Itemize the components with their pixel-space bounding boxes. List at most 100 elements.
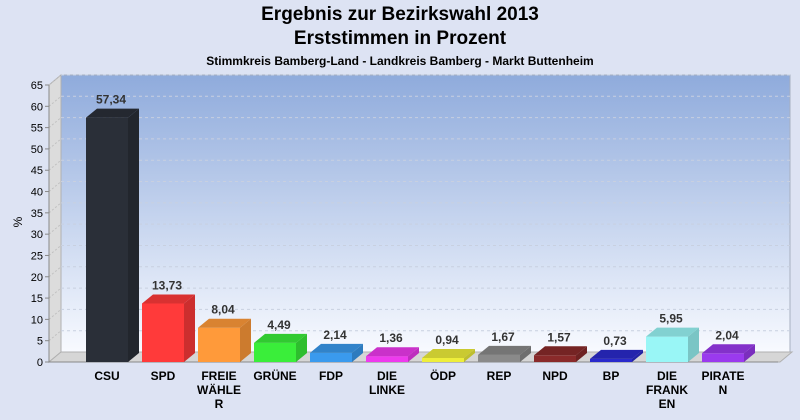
chart-subtitle: Erststimmen in Prozent xyxy=(293,28,507,49)
bar-side xyxy=(128,108,139,362)
x-tick-label-line: FREIE xyxy=(201,369,236,383)
bar-front xyxy=(310,352,352,362)
bar-spd xyxy=(142,294,195,362)
gridline-side xyxy=(48,159,62,171)
x-tick-label: GRÜNE xyxy=(253,368,296,383)
y-tick-label: 50 xyxy=(31,144,43,156)
data-label: 0,94 xyxy=(435,333,459,347)
gridline-side xyxy=(48,330,62,342)
bar-ödp xyxy=(422,348,475,362)
data-label: 2,14 xyxy=(323,328,347,342)
x-tick-label-line: REP xyxy=(487,369,512,383)
bar-front xyxy=(198,327,240,362)
y-tick-label: 55 xyxy=(31,123,43,135)
y-tick-label: 15 xyxy=(31,293,43,305)
bar-front xyxy=(702,353,744,362)
bar-side xyxy=(576,346,587,362)
bar-front xyxy=(422,357,464,362)
x-tick-label-line: LINKE xyxy=(369,383,405,397)
x-tick-label: FDP xyxy=(319,369,343,383)
y-tick-label: 35 xyxy=(31,208,43,220)
gridline-side xyxy=(48,74,62,86)
x-tick-label: SPD xyxy=(151,369,176,383)
x-tick-label-line: EN xyxy=(659,397,676,411)
bar-front xyxy=(366,356,408,362)
bar-die-linke xyxy=(366,347,419,362)
bar-piraten xyxy=(702,344,755,362)
x-tick-label: DIE FRANK EN xyxy=(646,369,688,411)
bar-front xyxy=(254,342,296,362)
plot-left-wall xyxy=(48,73,62,364)
data-label: 8,04 xyxy=(211,303,235,317)
bar-rep xyxy=(478,345,531,362)
x-tick-label-line: WÄHLE xyxy=(197,382,241,397)
bar-side xyxy=(296,333,307,362)
bar-front xyxy=(534,355,576,362)
x-tick-label: REP xyxy=(487,369,512,383)
x-tick-label-line: DIE xyxy=(377,369,397,383)
bar-top xyxy=(590,349,643,359)
x-tick-label-line: ÖDP xyxy=(430,368,456,383)
bar-front xyxy=(142,303,184,362)
data-label: 13,73 xyxy=(152,278,182,292)
x-tick-label: FREIE WÄHLE R xyxy=(197,369,241,411)
x-tick-label: PIRATE N xyxy=(701,369,744,397)
x-tick-label: CSU xyxy=(94,369,119,383)
gridline-side xyxy=(48,117,62,128)
y-tick-label: 30 xyxy=(31,229,43,241)
bar-top xyxy=(254,333,307,343)
y-tick-label: 5 xyxy=(37,336,43,348)
data-label: 5,95 xyxy=(659,312,683,326)
bar-npd xyxy=(534,346,587,362)
bar-top xyxy=(646,327,699,337)
bar-top xyxy=(86,108,139,118)
y-tick-label: 10 xyxy=(31,314,43,326)
x-tick-label: ÖDP xyxy=(430,368,456,383)
data-label: 0,73 xyxy=(603,334,627,348)
x-tick-label-line: BP xyxy=(603,369,620,383)
gridline-side xyxy=(48,309,62,320)
bar-side xyxy=(688,327,699,362)
x-tick-label-line: FRANK xyxy=(646,383,688,397)
y-tick-label: 25 xyxy=(31,250,43,262)
y-tick-label: 65 xyxy=(31,80,43,92)
x-tick-label-line: NPD xyxy=(542,369,568,383)
y-axis-label: % xyxy=(11,216,25,227)
bar-csu xyxy=(86,108,139,362)
data-label: 2,04 xyxy=(715,328,739,342)
bar-grüne xyxy=(254,333,307,362)
gridline-side xyxy=(48,245,62,256)
y-tick-label: 45 xyxy=(31,165,43,177)
x-tick-label-line: PIRATE xyxy=(701,369,744,383)
y-tick-label: 20 xyxy=(31,272,43,284)
y-tick-label: 0 xyxy=(37,357,43,369)
bar-side xyxy=(464,348,475,362)
gridline-side xyxy=(48,181,62,192)
x-tick-label-line: CSU xyxy=(94,369,119,383)
bar-top xyxy=(366,347,419,357)
chart-title: Ergebnis zur Bezirkswahl 2013 xyxy=(261,4,539,25)
data-label: 1,57 xyxy=(547,330,571,344)
x-tick-label-line: FDP xyxy=(319,369,343,383)
bar-side xyxy=(184,294,195,362)
bar-top xyxy=(702,344,755,354)
bar-front xyxy=(86,117,128,362)
x-tick-label: NPD xyxy=(542,369,568,383)
data-label: 1,67 xyxy=(491,330,515,344)
bar-freie-wähler xyxy=(198,318,251,362)
bar-side xyxy=(408,347,419,362)
bar-front xyxy=(590,358,632,362)
gridline-side xyxy=(48,138,62,150)
bar-front xyxy=(646,336,688,362)
x-tick-label-line: DIE xyxy=(657,369,677,383)
x-tick-label-line: GRÜNE xyxy=(253,368,296,383)
bar-side xyxy=(240,318,251,362)
gridline-side xyxy=(48,266,62,278)
x-tick-label: DIE LINKE xyxy=(369,369,405,397)
bar-bp xyxy=(590,349,643,362)
x-tick-label-line: N xyxy=(719,383,728,397)
x-tick-label-line: SPD xyxy=(151,369,176,383)
data-label: 57,34 xyxy=(96,93,126,107)
data-label: 4,49 xyxy=(267,318,291,332)
